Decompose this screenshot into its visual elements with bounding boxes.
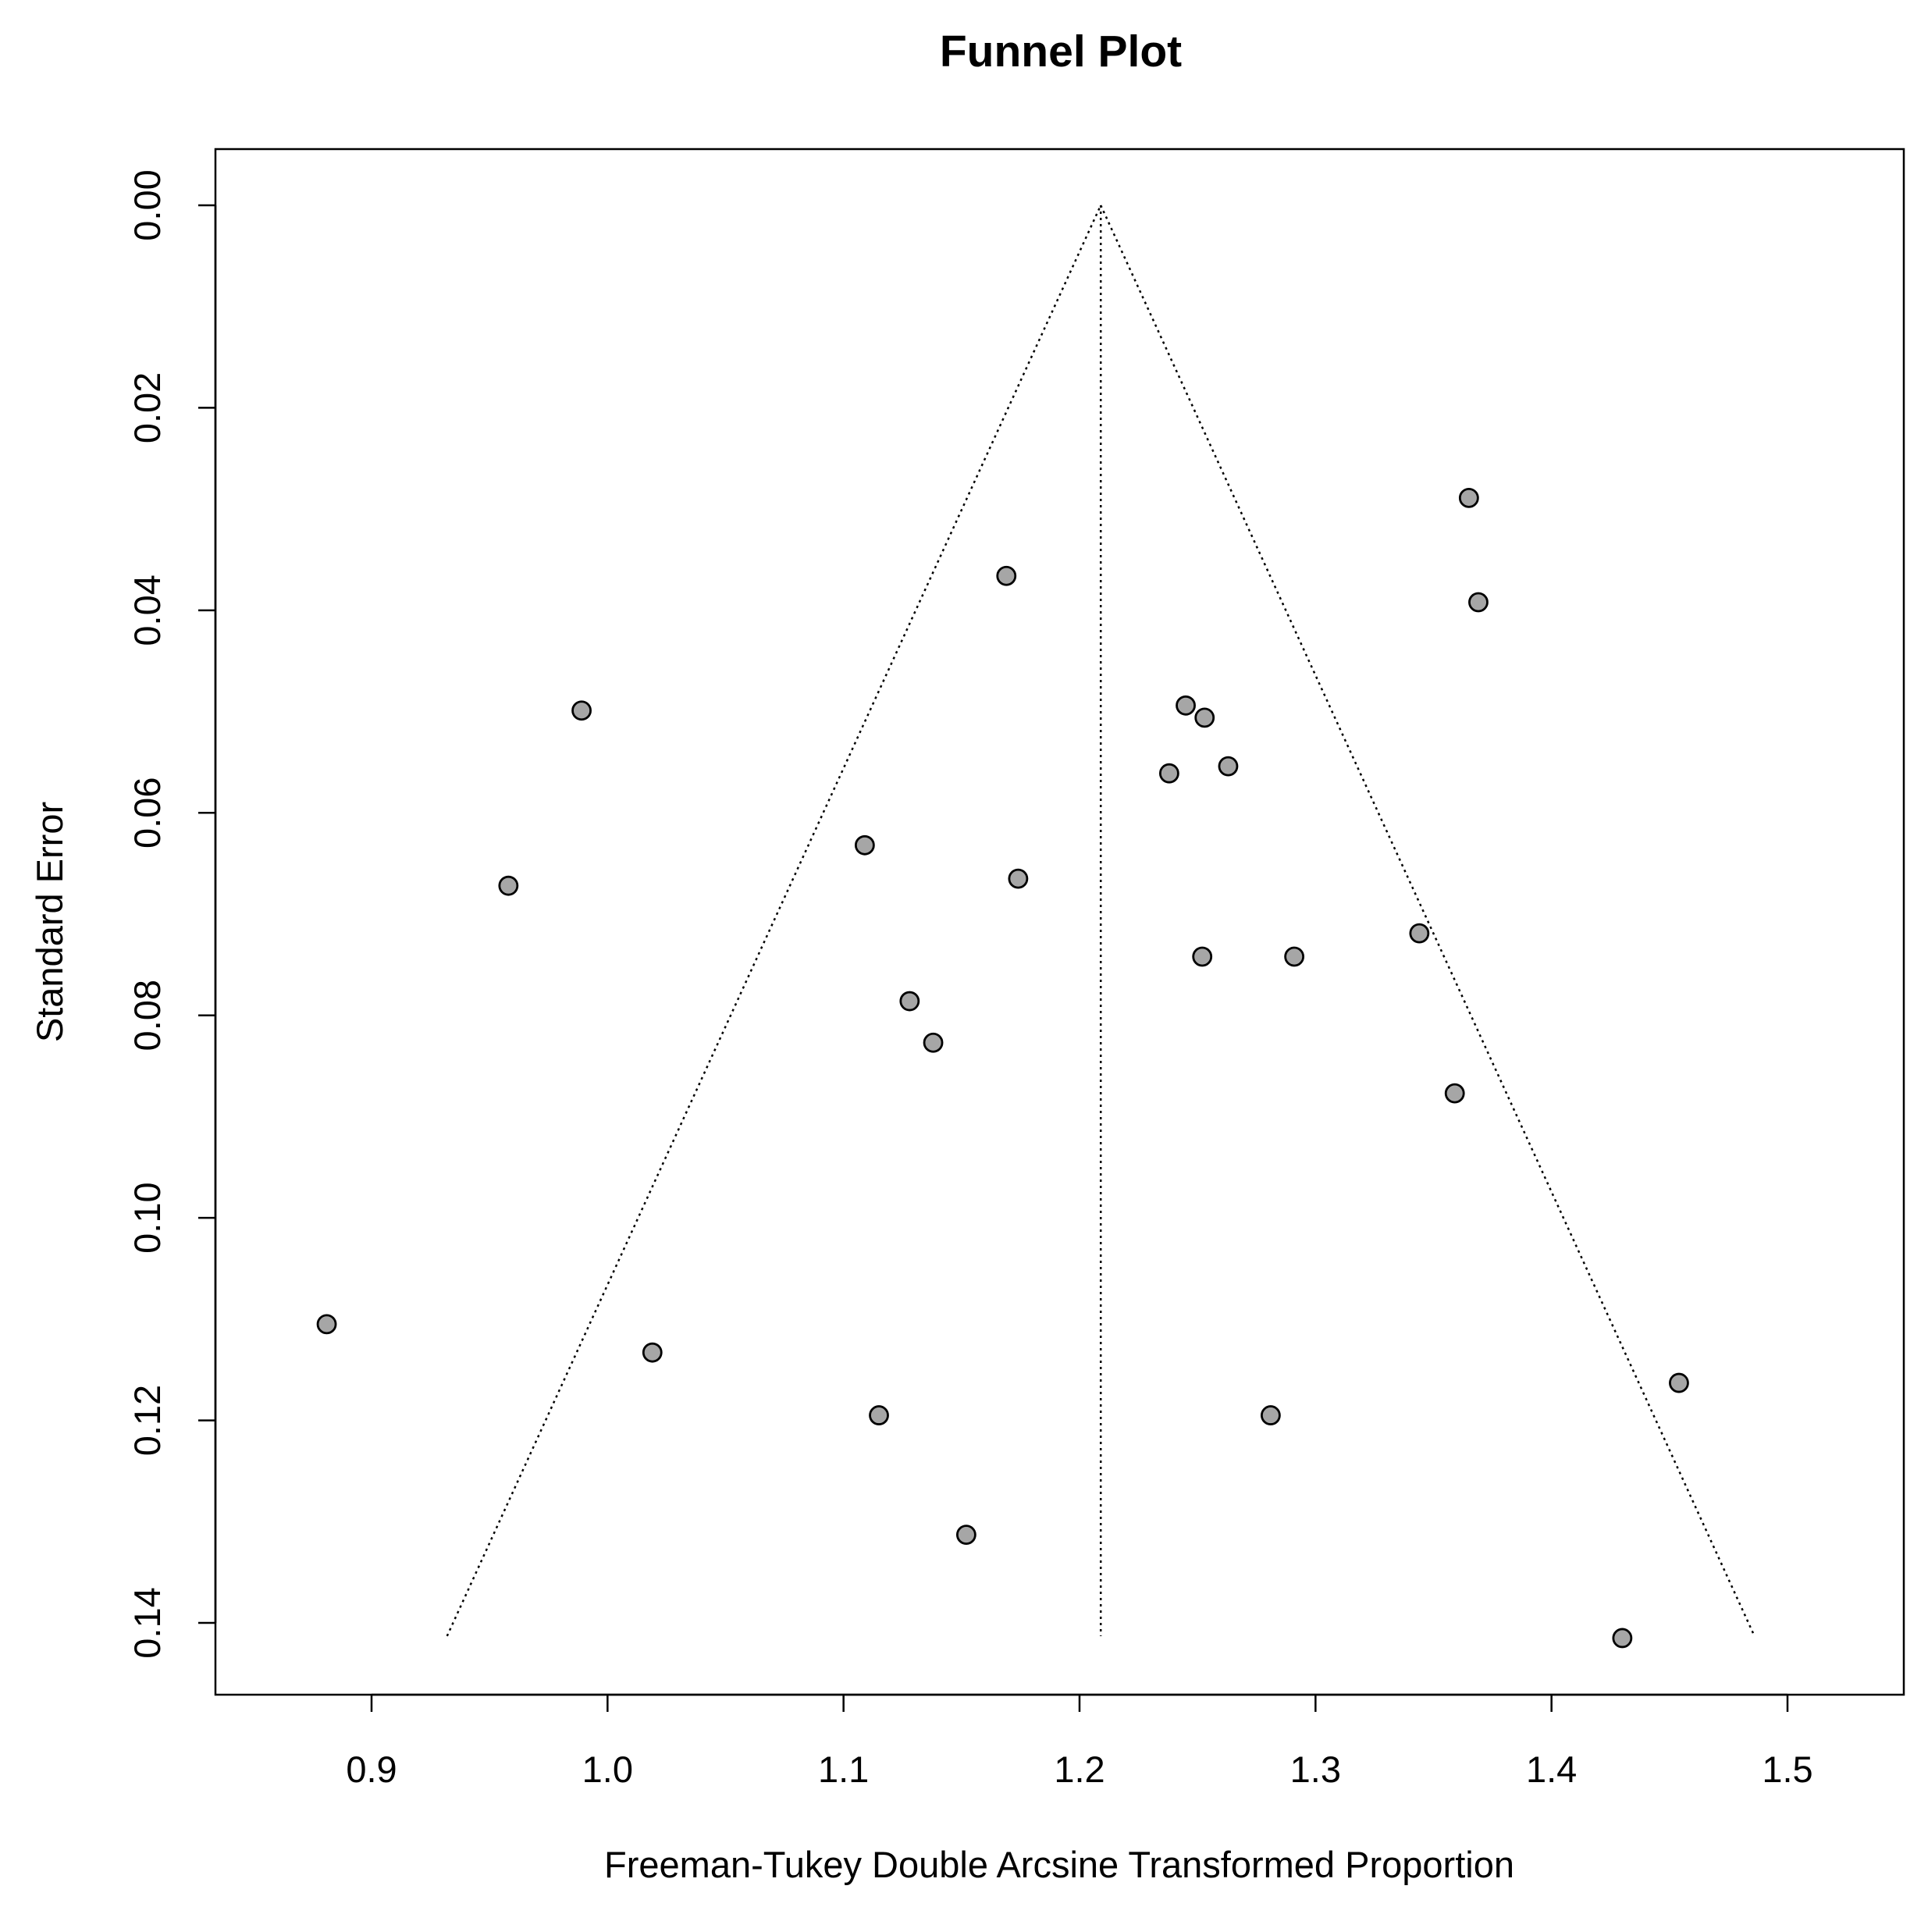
study-point — [869, 1405, 889, 1425]
y-tick-label: 0.12 — [126, 1385, 168, 1456]
study-point — [498, 875, 519, 896]
x-tick-label: 1.5 — [1762, 1749, 1812, 1790]
x-tick-label: 1.2 — [1054, 1749, 1105, 1790]
x-tick-label: 1.1 — [818, 1749, 869, 1790]
study-point — [1260, 1405, 1281, 1425]
y-tick-label: 0.14 — [126, 1587, 168, 1658]
study-point — [642, 1342, 663, 1363]
study-point — [1192, 946, 1213, 967]
x-tick-label: 1.0 — [582, 1749, 633, 1790]
y-axis-label: Standard Error — [29, 802, 70, 1042]
study-point — [1218, 756, 1239, 777]
x-axis-label: Freeman-Tukey Double Arcsine Transformed… — [604, 1844, 1514, 1885]
study-point — [316, 1314, 337, 1335]
funnel-right-line — [1100, 205, 1755, 1637]
funnel-left-line — [446, 205, 1102, 1637]
y-tick-label: 0.00 — [126, 169, 168, 240]
study-point — [1008, 868, 1029, 889]
study-point — [1158, 763, 1179, 784]
x-axis: 0.9 1.0 1.1 1.2 1.3 1.4 1.5 — [346, 1693, 1813, 1790]
study-point — [1194, 707, 1215, 728]
study-point — [1444, 1083, 1465, 1104]
y-axis: 0.00 0.02 0.04 0.06 0.08 0.10 0.12 0.14 — [126, 169, 217, 1659]
y-tick-label: 0.06 — [126, 777, 168, 849]
study-point — [1409, 923, 1430, 944]
x-tick-label: 1.3 — [1290, 1749, 1341, 1790]
study-point — [1669, 1372, 1689, 1393]
study-points — [316, 487, 1689, 1649]
study-point — [571, 700, 592, 721]
plot-frame — [214, 148, 1905, 1696]
chart-title: Funnel Plot — [940, 27, 1182, 76]
y-tick-label: 0.02 — [126, 372, 168, 443]
study-point — [1468, 592, 1489, 613]
funnel-lines — [446, 205, 1755, 1637]
study-point — [955, 1525, 976, 1546]
study-point — [996, 565, 1017, 586]
y-tick-label: 0.10 — [126, 1182, 168, 1253]
y-tick-label: 0.08 — [126, 980, 168, 1051]
study-point — [899, 991, 920, 1012]
y-tick-label: 0.04 — [126, 575, 168, 646]
x-tick-label: 1.4 — [1526, 1749, 1577, 1790]
study-point — [1284, 946, 1305, 967]
study-point — [1458, 487, 1479, 508]
study-point — [923, 1032, 944, 1053]
study-point — [1612, 1628, 1633, 1649]
study-point — [1176, 695, 1196, 716]
study-point — [854, 834, 875, 856]
x-tick-label: 0.9 — [346, 1749, 397, 1790]
